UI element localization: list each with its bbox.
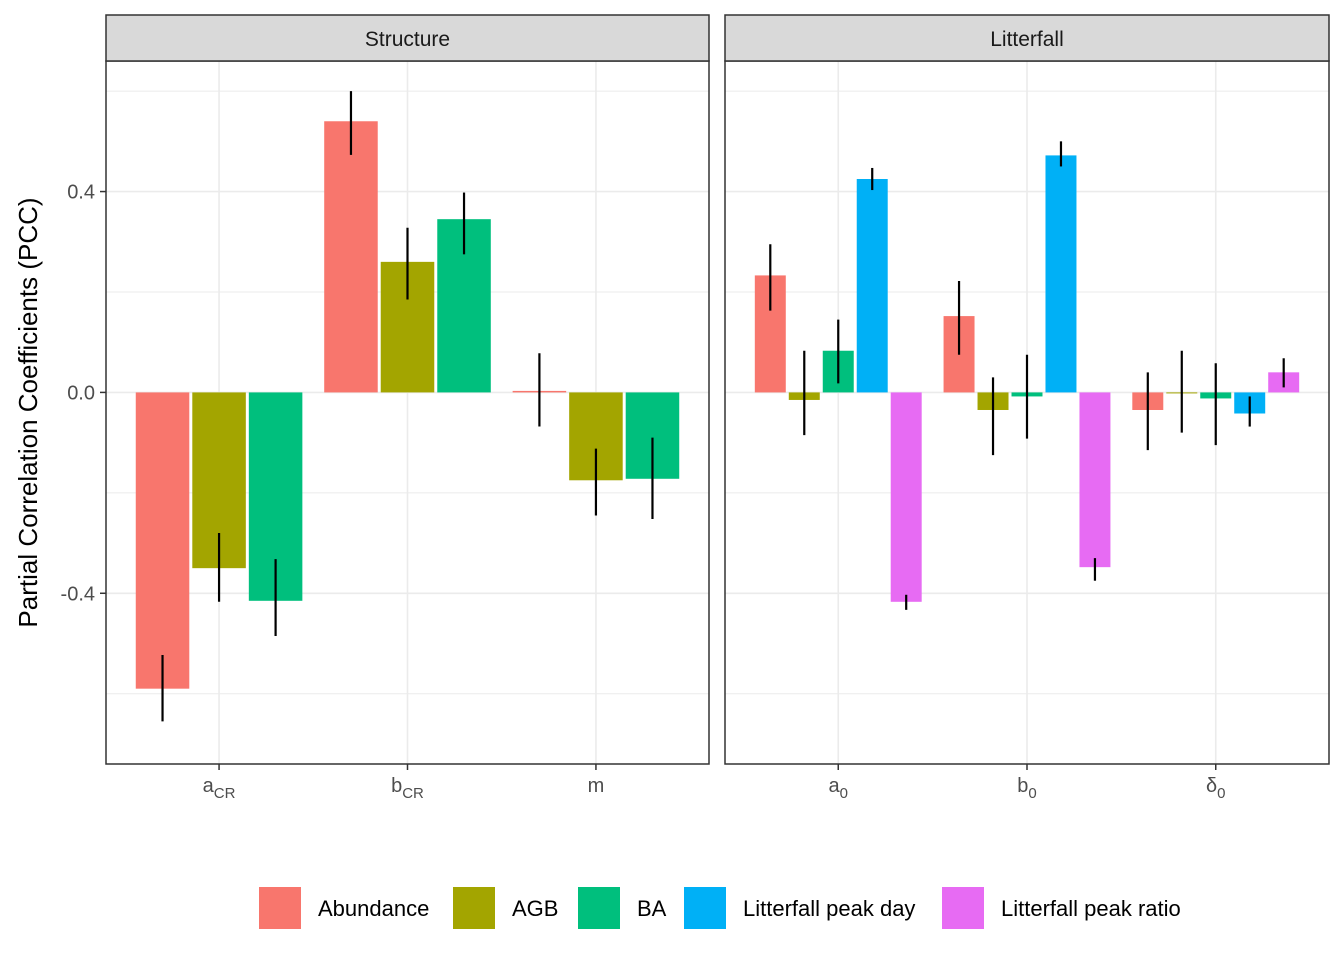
strip-0 [105, 14, 710, 62]
bar-litterfall-1-4 [1079, 392, 1111, 568]
y-tick-label-2: 0.4 [67, 182, 95, 204]
legend-key-4 [942, 887, 984, 929]
x-tick-label-0-0: aCR [203, 775, 236, 802]
legend-label-4: Litterfall peak ratio [1001, 896, 1181, 921]
legend-key-1 [453, 887, 495, 929]
legend-label-2: BA [637, 896, 667, 921]
strip-1 [724, 14, 1330, 62]
x-tick-label-1-0: a0 [829, 775, 848, 802]
legend-key-2 [578, 887, 620, 929]
y-tick-label-0: -0.4 [61, 583, 95, 605]
x-tick-label-0-2: m [588, 775, 605, 797]
legend-label-1: AGB [512, 896, 558, 921]
panel-title-structure: Structure [365, 28, 450, 51]
legend-label-3: Litterfall peak day [743, 896, 915, 921]
x-tick-label-1-1: b0 [1017, 775, 1036, 802]
bar-litterfall-1-3 [1045, 155, 1077, 393]
y-tick-label-1: 0.0 [67, 382, 95, 404]
x-tick-label-0-1: bCR [391, 775, 424, 802]
bar-litterfall-0-4 [890, 392, 922, 602]
legend-key-3 [684, 887, 726, 929]
bar-structure-1-0 [324, 121, 378, 393]
legend-label-0: Abundance [318, 896, 429, 921]
bar-structure-0-0 [135, 392, 190, 689]
legend-key-0 [259, 887, 301, 929]
bar-litterfall-0-3 [856, 179, 888, 393]
x-tick-label-1-2: δ0 [1206, 775, 1225, 802]
y-axis-title: Partial Correlation Coefficients (PCC) [13, 197, 43, 627]
panel-title-litterfall: Litterfall [990, 28, 1064, 51]
